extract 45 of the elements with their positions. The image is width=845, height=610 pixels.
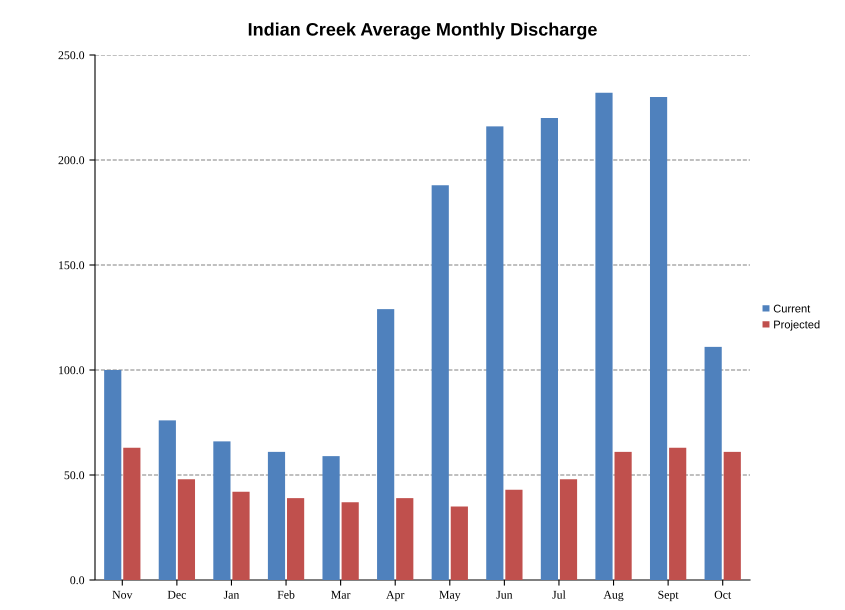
bar: [342, 502, 359, 580]
bar: [595, 92, 613, 580]
y-tick-label: 200.0: [58, 156, 84, 164]
x-tick-label: Sept: [658, 590, 679, 602]
y-tick-label: 0.0: [70, 576, 84, 584]
bar: [704, 346, 722, 580]
x-tick-label: Aug: [603, 590, 624, 602]
bar: [268, 452, 286, 580]
x-tick-label: Dec: [168, 590, 186, 599]
bar: [322, 456, 340, 580]
bar: [505, 490, 523, 580]
bar: [286, 498, 304, 580]
x-tick-label: Jul: [552, 590, 566, 599]
bar: [213, 441, 231, 580]
y-tick-label: 150.0: [59, 261, 84, 270]
bar: [232, 492, 250, 580]
bar: [450, 506, 468, 580]
x-tick-label: Apr: [386, 590, 404, 602]
bar: [486, 126, 504, 580]
y-tick-label: 250.0: [58, 51, 84, 60]
bar: [396, 498, 414, 580]
bar: [377, 309, 394, 580]
bar: [669, 448, 686, 580]
legend-label: Current: [774, 304, 810, 313]
x-tick-label: Nov: [112, 590, 132, 599]
bar: [540, 118, 558, 580]
x-tick-label: Oct: [714, 590, 732, 599]
bar: [614, 452, 632, 580]
x-tick-label: Mar: [331, 590, 350, 599]
x-tick-label: Feb: [278, 590, 294, 599]
y-tick-label: 50.0: [64, 471, 84, 480]
bar: [560, 479, 578, 580]
bar: [724, 452, 741, 580]
bar: [178, 479, 196, 580]
bar: [650, 97, 668, 580]
legend-label: Projected: [774, 320, 820, 331]
y-tick-label: 100.0: [59, 366, 84, 374]
x-tick-label: Jun: [496, 590, 512, 599]
x-tick-label: Jan: [224, 590, 240, 599]
bar: [158, 420, 176, 580]
bar: [432, 185, 449, 580]
x-tick-label: May: [439, 590, 461, 602]
bar: [104, 370, 122, 580]
chart-title: Indian Creek Average Monthly Discharge: [248, 22, 597, 40]
bar: [123, 448, 140, 580]
